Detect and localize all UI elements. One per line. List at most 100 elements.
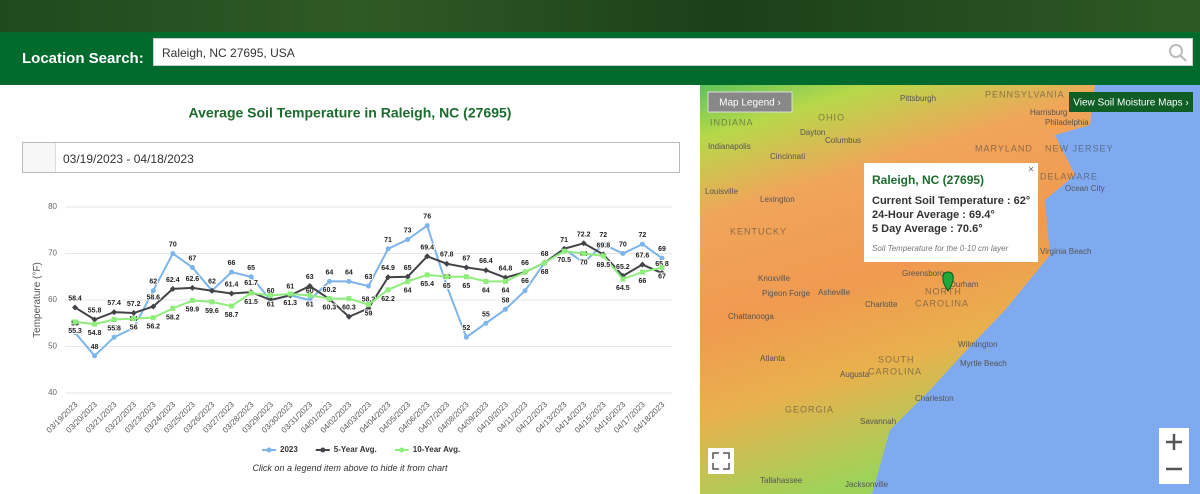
region-label: PENNSYLVANIA (985, 89, 1065, 99)
data-label: 64 (345, 269, 353, 276)
data-label: 60.3 (342, 305, 356, 312)
point (229, 304, 234, 309)
region-label: CAROLINA (868, 366, 922, 376)
data-label: 65 (462, 283, 470, 290)
city-label: Greensboro (902, 269, 945, 278)
point (523, 288, 528, 293)
data-label: 55.3 (68, 328, 82, 335)
data-label: 67.8 (440, 252, 454, 259)
point (405, 237, 410, 242)
data-label: 66 (521, 260, 529, 267)
data-label: 58 (502, 297, 510, 304)
region-label: INDIANA (710, 117, 754, 127)
point (190, 265, 195, 270)
city-label: Indianapolis (708, 142, 751, 151)
data-label: 70 (169, 242, 177, 249)
city-label: Dayton (800, 128, 825, 137)
point (620, 277, 625, 282)
fullscreen-button[interactable] (708, 448, 734, 474)
data-label: 48 (91, 344, 99, 351)
data-label: 66 (228, 260, 236, 267)
point (112, 317, 117, 322)
legend-symbol (320, 448, 325, 453)
chart: Average Soil Temperature in Raleigh, NC … (0, 0, 700, 494)
city-label: Knoxville (758, 274, 791, 283)
data-label: 66 (521, 278, 529, 285)
data-label: 61.5 (244, 299, 258, 306)
point (523, 270, 528, 275)
point (444, 274, 449, 279)
data-label: 67 (658, 273, 666, 280)
point (170, 306, 175, 311)
city-label: Charlotte (865, 300, 898, 309)
point (190, 298, 195, 303)
map[interactable]: PENNSYLVANIAPittsburghHarrisburgPhiladel… (700, 85, 1200, 494)
data-label: 65 (247, 265, 255, 272)
point (92, 353, 97, 358)
data-label: 69.5 (596, 262, 610, 269)
data-label: 64 (482, 287, 490, 294)
popup-line: 24-Hour Average : 69.4° (872, 209, 995, 221)
y-tick-label: 50 (48, 342, 57, 351)
popup-note: Soil Temperature for the 0-10 cm layer (872, 244, 1009, 253)
point (268, 293, 273, 298)
search-icon[interactable] (1168, 43, 1188, 63)
point (249, 291, 254, 296)
popup-line: Current Soil Temperature : 62° (872, 195, 1030, 207)
data-label: 58.4 (68, 295, 82, 302)
data-label: 64.9 (381, 265, 395, 272)
point (229, 270, 234, 275)
data-label: 61 (286, 283, 294, 290)
legend-label: 5-Year Avg. (334, 445, 377, 454)
data-label: 55 (482, 311, 490, 318)
y-tick-label: 80 (48, 202, 57, 211)
data-label: 65.2 (616, 264, 630, 271)
data-label: 56 (130, 325, 138, 332)
data-label: 71 (560, 237, 568, 244)
region-label: OHIO (818, 112, 845, 122)
point (209, 299, 214, 304)
legend-symbol (267, 448, 272, 453)
point (463, 264, 469, 270)
data-label: 61.4 (225, 281, 239, 288)
city-label: Chattanooga (728, 312, 774, 321)
legend-item[interactable]: 2023 (262, 445, 298, 454)
city-label: Asheville (818, 288, 851, 297)
data-label: 61.3 (283, 300, 297, 307)
city-label: Cincinnati (770, 152, 805, 161)
data-label: 58.6 (146, 295, 160, 302)
region-label: KENTUCKY (730, 226, 787, 236)
point (111, 309, 117, 315)
popup-close[interactable]: × (1028, 165, 1034, 176)
point (386, 246, 391, 251)
region-label: GEORGIA (785, 404, 834, 414)
point (73, 319, 78, 324)
point (640, 270, 645, 275)
point (170, 251, 175, 256)
point (327, 296, 332, 301)
city-label: Ocean City (1065, 184, 1105, 193)
city-label: Charleston (915, 394, 954, 403)
legend-item[interactable]: 10-Year Avg. (395, 445, 460, 454)
data-label: 61 (267, 301, 275, 308)
region-label: NORTH (925, 286, 962, 296)
point (503, 279, 508, 284)
data-label: 69.8 (596, 242, 610, 249)
y-tick-label: 60 (48, 295, 57, 304)
data-label: 62.6 (186, 276, 200, 283)
data-label: 62.4 (166, 277, 180, 284)
point (483, 267, 489, 273)
point (346, 296, 351, 301)
point (327, 279, 332, 284)
point (405, 279, 410, 284)
point (660, 265, 665, 270)
data-label: 72 (599, 232, 607, 239)
data-label: 61 (306, 301, 314, 308)
y-axis-label: Temperature (°F) (32, 262, 43, 338)
legend-item[interactable]: 5-Year Avg. (316, 445, 377, 454)
data-label: 58.2 (166, 314, 180, 321)
legend-label: 2023 (280, 445, 298, 454)
point (189, 285, 195, 291)
city-label: Virginia Beach (1040, 247, 1091, 256)
